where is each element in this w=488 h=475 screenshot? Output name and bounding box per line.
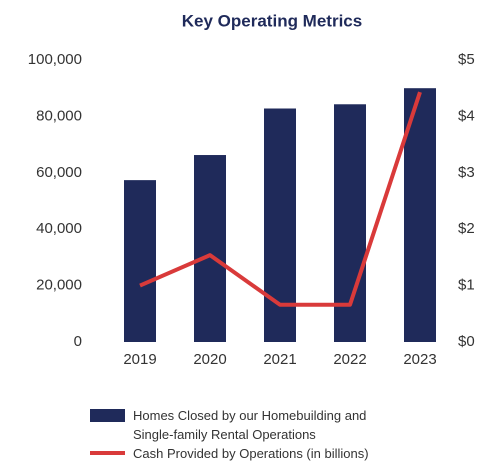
y2-tick-label: $1 bbox=[458, 277, 475, 294]
y-tick-label: 60,000 bbox=[36, 164, 82, 181]
y-tick-label: 80,000 bbox=[36, 107, 82, 124]
x-tick-label: 2019 bbox=[123, 351, 156, 368]
y-tick-label: 0 bbox=[74, 333, 82, 350]
chart-title: Key Operating Metrics bbox=[182, 11, 362, 30]
x-tick-label: 2022 bbox=[333, 351, 366, 368]
y2-tick-label: $2 bbox=[458, 220, 475, 237]
legend-label: Homes Closed by our Homebuilding and Sin… bbox=[133, 408, 367, 442]
x-tick-label: 2021 bbox=[263, 351, 296, 368]
x-tick-label: 2023 bbox=[403, 351, 436, 368]
legend-label: Cash Provided by Operations (in billions… bbox=[133, 446, 369, 461]
line bbox=[139, 91, 422, 307]
y-tick-label: 40,000 bbox=[36, 220, 82, 237]
bar bbox=[124, 180, 156, 342]
y2-tick-label: $0 bbox=[458, 333, 475, 350]
y2-tick-label: $5 bbox=[458, 51, 475, 68]
y2-tick-label: $4 bbox=[458, 107, 475, 124]
legend-swatch-bar bbox=[90, 409, 125, 422]
y-tick-label: 20,000 bbox=[36, 277, 82, 294]
bar bbox=[264, 108, 296, 342]
y-tick-label: 100,000 bbox=[28, 51, 82, 68]
bar bbox=[194, 155, 226, 342]
y2-tick-label: $3 bbox=[458, 164, 475, 181]
x-tick-label: 2020 bbox=[193, 351, 226, 368]
